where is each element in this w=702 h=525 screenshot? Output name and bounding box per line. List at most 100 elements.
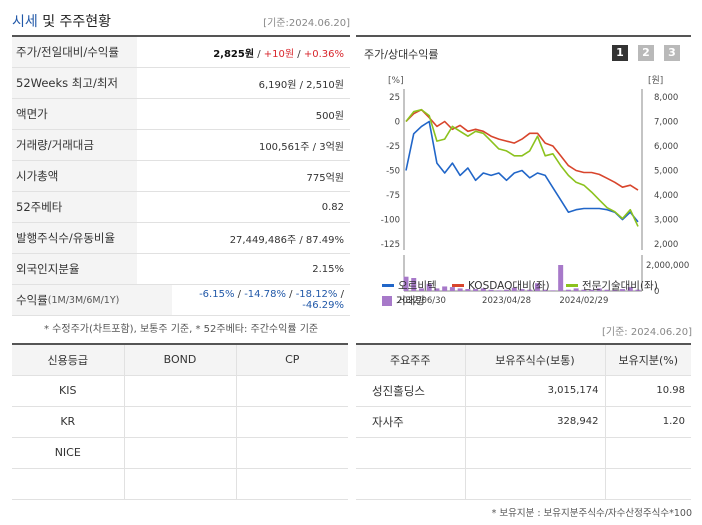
agency-cell: KR [12,406,125,438]
row-foreign-ratio: 외국인지분율 2.15% [12,254,350,285]
volume-bar [604,289,610,291]
agency-cell [12,468,125,500]
right-axis-tick-label: 8,000 [654,93,678,103]
chart-panel: 주가/상대수익률 1 2 3 [%] [원] 25 0 -25 -50 -75 -100 -12… [356,35,691,314]
shares-cell: 328,942 [465,406,606,438]
price-summary-table: 주가/전일대비/수익률 2,825원 / +10원 / +0.36% 52Wee… [12,35,350,316]
volume-bar [581,289,587,291]
left-axis-tick-label: -25 [386,142,400,152]
left-axis-tick-label: -100 [381,216,400,226]
volume-bar [589,289,595,291]
legend-line-icon [382,284,394,287]
volume-bar [457,288,463,291]
volume-bar [620,289,626,291]
column-header: BOND [124,344,237,376]
volume-bar [534,283,540,291]
legend-label: 거래량 [396,295,425,307]
series-line-3 [405,108,639,227]
right-axis-unit: [원] [648,75,663,86]
volume-bar [519,289,525,291]
holder-name-cell [356,437,466,469]
x-axis-tick-label: 2024/02/29 [559,296,608,306]
row-value: 2,825원 / +10원 / +0.36% [137,45,350,60]
separator: / [294,48,304,60]
row-label: 52주베타 [12,192,137,222]
volume-bar [426,283,432,291]
volume-bar [504,289,510,291]
holder-name-cell [356,468,466,500]
table-row: KIS [12,375,348,407]
volume-bar [612,289,618,291]
legend-label: 전문기술대비(좌) [582,280,658,292]
legend-item-series2: KOSDAQ대비(좌) [452,278,550,293]
row-value: 27,449,486주 / 87.49% [229,234,344,246]
row-52weeks: 52Weeks 최고/최저 6,190원 / 2,510원 [12,68,350,99]
row-label: 주가/전일대비/수익률 [12,37,137,67]
return-1m: -6.15% [199,289,235,300]
volume-bar [403,276,409,291]
row-beta: 52주베타 0.82 [12,192,350,223]
separator: / [337,289,344,300]
row-label: 발행주식수/유동비율 [12,223,137,253]
volume-bar [418,288,424,291]
right-axis-tick-label: 7,000 [654,118,678,128]
row-value: 0.82 [321,201,344,213]
left-axis-tick-label: 0 [395,118,400,128]
row-value: 500원 [315,110,344,122]
returns-label: 수익률 [16,293,48,307]
chart-tab-2-button[interactable]: 2 [638,45,654,61]
volume-bar [496,290,502,291]
right-axis-tick-label: 5,000 [654,167,678,177]
volume-bar [480,288,486,291]
current-price: 2,825원 [213,48,255,60]
volume-bar [542,289,548,291]
chart-tab-1-button[interactable]: 1 [612,45,628,61]
section-title-accent: 시세 [12,14,38,30]
legend-line-icon [566,284,578,287]
left-axis-unit: [%] [388,76,404,86]
legend-item-series3: 전문기술대비(좌) [566,278,658,293]
table-row: 자사주 328,942 1.20 [356,406,691,438]
shares-cell: 3,015,174 [465,375,606,407]
legend-label: 오르비텍 [398,280,437,292]
separator: / [285,289,296,300]
ratio-cell [605,437,691,469]
volume-bar [434,288,440,291]
volume-bar [635,289,641,291]
left-axis-tick-label: -75 [386,191,400,201]
volume-bar [449,287,455,291]
agency-cell: NICE [12,437,125,469]
series-line-2 [405,108,639,191]
row-label: 52Weeks 최고/최저 [12,68,137,98]
row-volume: 거래량/거래대금 100,561주 / 3억원 [12,130,350,161]
return-1y: -46.29% [302,300,344,311]
table-row: KR [12,406,348,438]
volume-bar [550,290,556,291]
volume-bar [488,289,494,291]
column-header: 신용등급 [12,344,125,376]
table-row [356,437,691,469]
row-value: 6,190원 / 2,510원 [258,79,344,91]
row-returns: 수익률 (1M/3M/6M/1Y) -6.15% / -14.78% / -18… [12,285,350,316]
separator: / [254,48,264,60]
column-header: 보유주식수(보통) [465,344,606,376]
holder-name-cell: 자사주 [356,406,466,438]
volume-bar [442,286,448,291]
row-label: 거래량/거래대금 [12,130,137,160]
bond-cell [124,437,237,469]
right-axis-tick-label: 6,000 [654,142,678,152]
ratio-cell: 1.20 [605,406,691,438]
volume-bar [558,265,564,291]
ratio-cell [605,468,691,500]
volume-axis-tick-label: 2,000,000 [646,261,689,271]
row-label: 액면가 [12,99,137,129]
chart-tab-3-button[interactable]: 3 [664,45,680,61]
major-shareholders-table: 주요주주 보유주식수(보통) 보유지분(%) 성진홀딩스 3,015,174 1… [356,343,691,500]
row-value: -6.15% / -14.78% / -18.12% / -46.29% [172,289,350,311]
cp-cell [236,468,348,500]
bond-cell [124,468,237,500]
volume-bar [511,287,517,291]
bond-cell [124,375,237,407]
volume-bar [573,288,579,291]
table-header-row: 신용등급 BOND CP [12,344,348,376]
